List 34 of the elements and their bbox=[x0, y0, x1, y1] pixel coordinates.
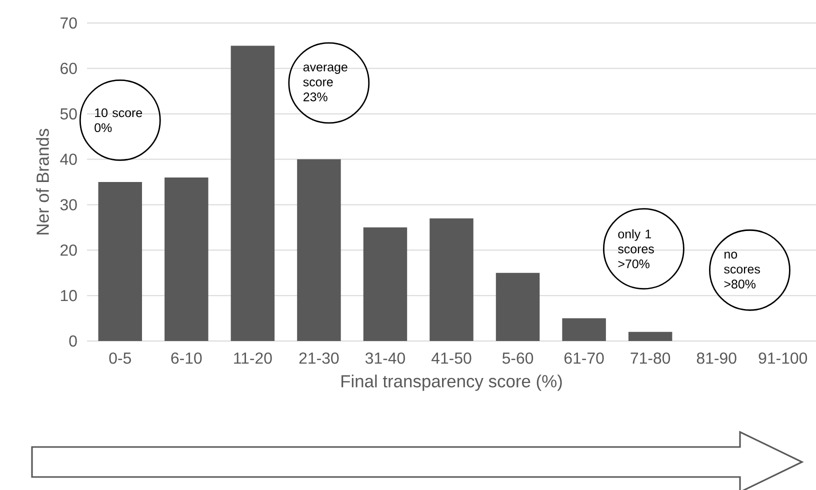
x-tick-label: 31-40 bbox=[365, 352, 405, 364]
annotation: average score 23% bbox=[303, 64, 348, 102]
x-tick-label: 61-70 bbox=[564, 352, 604, 364]
bar bbox=[230, 46, 275, 341]
y-tick-label: 20 bbox=[60, 244, 77, 256]
x-tick-label: 81-90 bbox=[696, 352, 736, 364]
y-tick-label: 70 bbox=[60, 17, 77, 29]
x-tick-label: 71-80 bbox=[630, 352, 670, 364]
annotation: only 1 scores >70% bbox=[618, 229, 654, 268]
x-tick-label: 5-60 bbox=[502, 352, 534, 364]
x-axis-title: Final transparency score (%) bbox=[342, 374, 562, 391]
annotation: 10 score 0% bbox=[94, 108, 142, 132]
y-tick-label: 50 bbox=[60, 108, 77, 120]
bar bbox=[164, 177, 208, 341]
x-tick-label: 11-20 bbox=[234, 352, 272, 364]
y-tick-label: 30 bbox=[60, 199, 77, 210]
bar bbox=[628, 332, 672, 341]
y-tick-label: 40 bbox=[60, 154, 77, 165]
y-tick-label: 60 bbox=[60, 62, 77, 74]
bar bbox=[562, 318, 606, 341]
bar bbox=[297, 159, 341, 341]
bar bbox=[430, 218, 474, 341]
annotation: no scores >80% bbox=[724, 252, 760, 288]
bar bbox=[363, 227, 408, 341]
bar bbox=[496, 272, 540, 341]
y-axis-title: Ner of Brands bbox=[36, 128, 49, 234]
x-tick-label: 0-5 bbox=[109, 352, 131, 364]
x-tick-label: 91-100 bbox=[758, 352, 808, 364]
y-tick-label: 10 bbox=[60, 290, 77, 302]
y-tick-label: 0 bbox=[69, 335, 77, 347]
x-tick-label: 41-50 bbox=[431, 352, 472, 364]
bar bbox=[98, 182, 142, 341]
x-tick-label: 6-10 bbox=[171, 352, 202, 364]
x-tick-label: 21-30 bbox=[299, 352, 339, 364]
